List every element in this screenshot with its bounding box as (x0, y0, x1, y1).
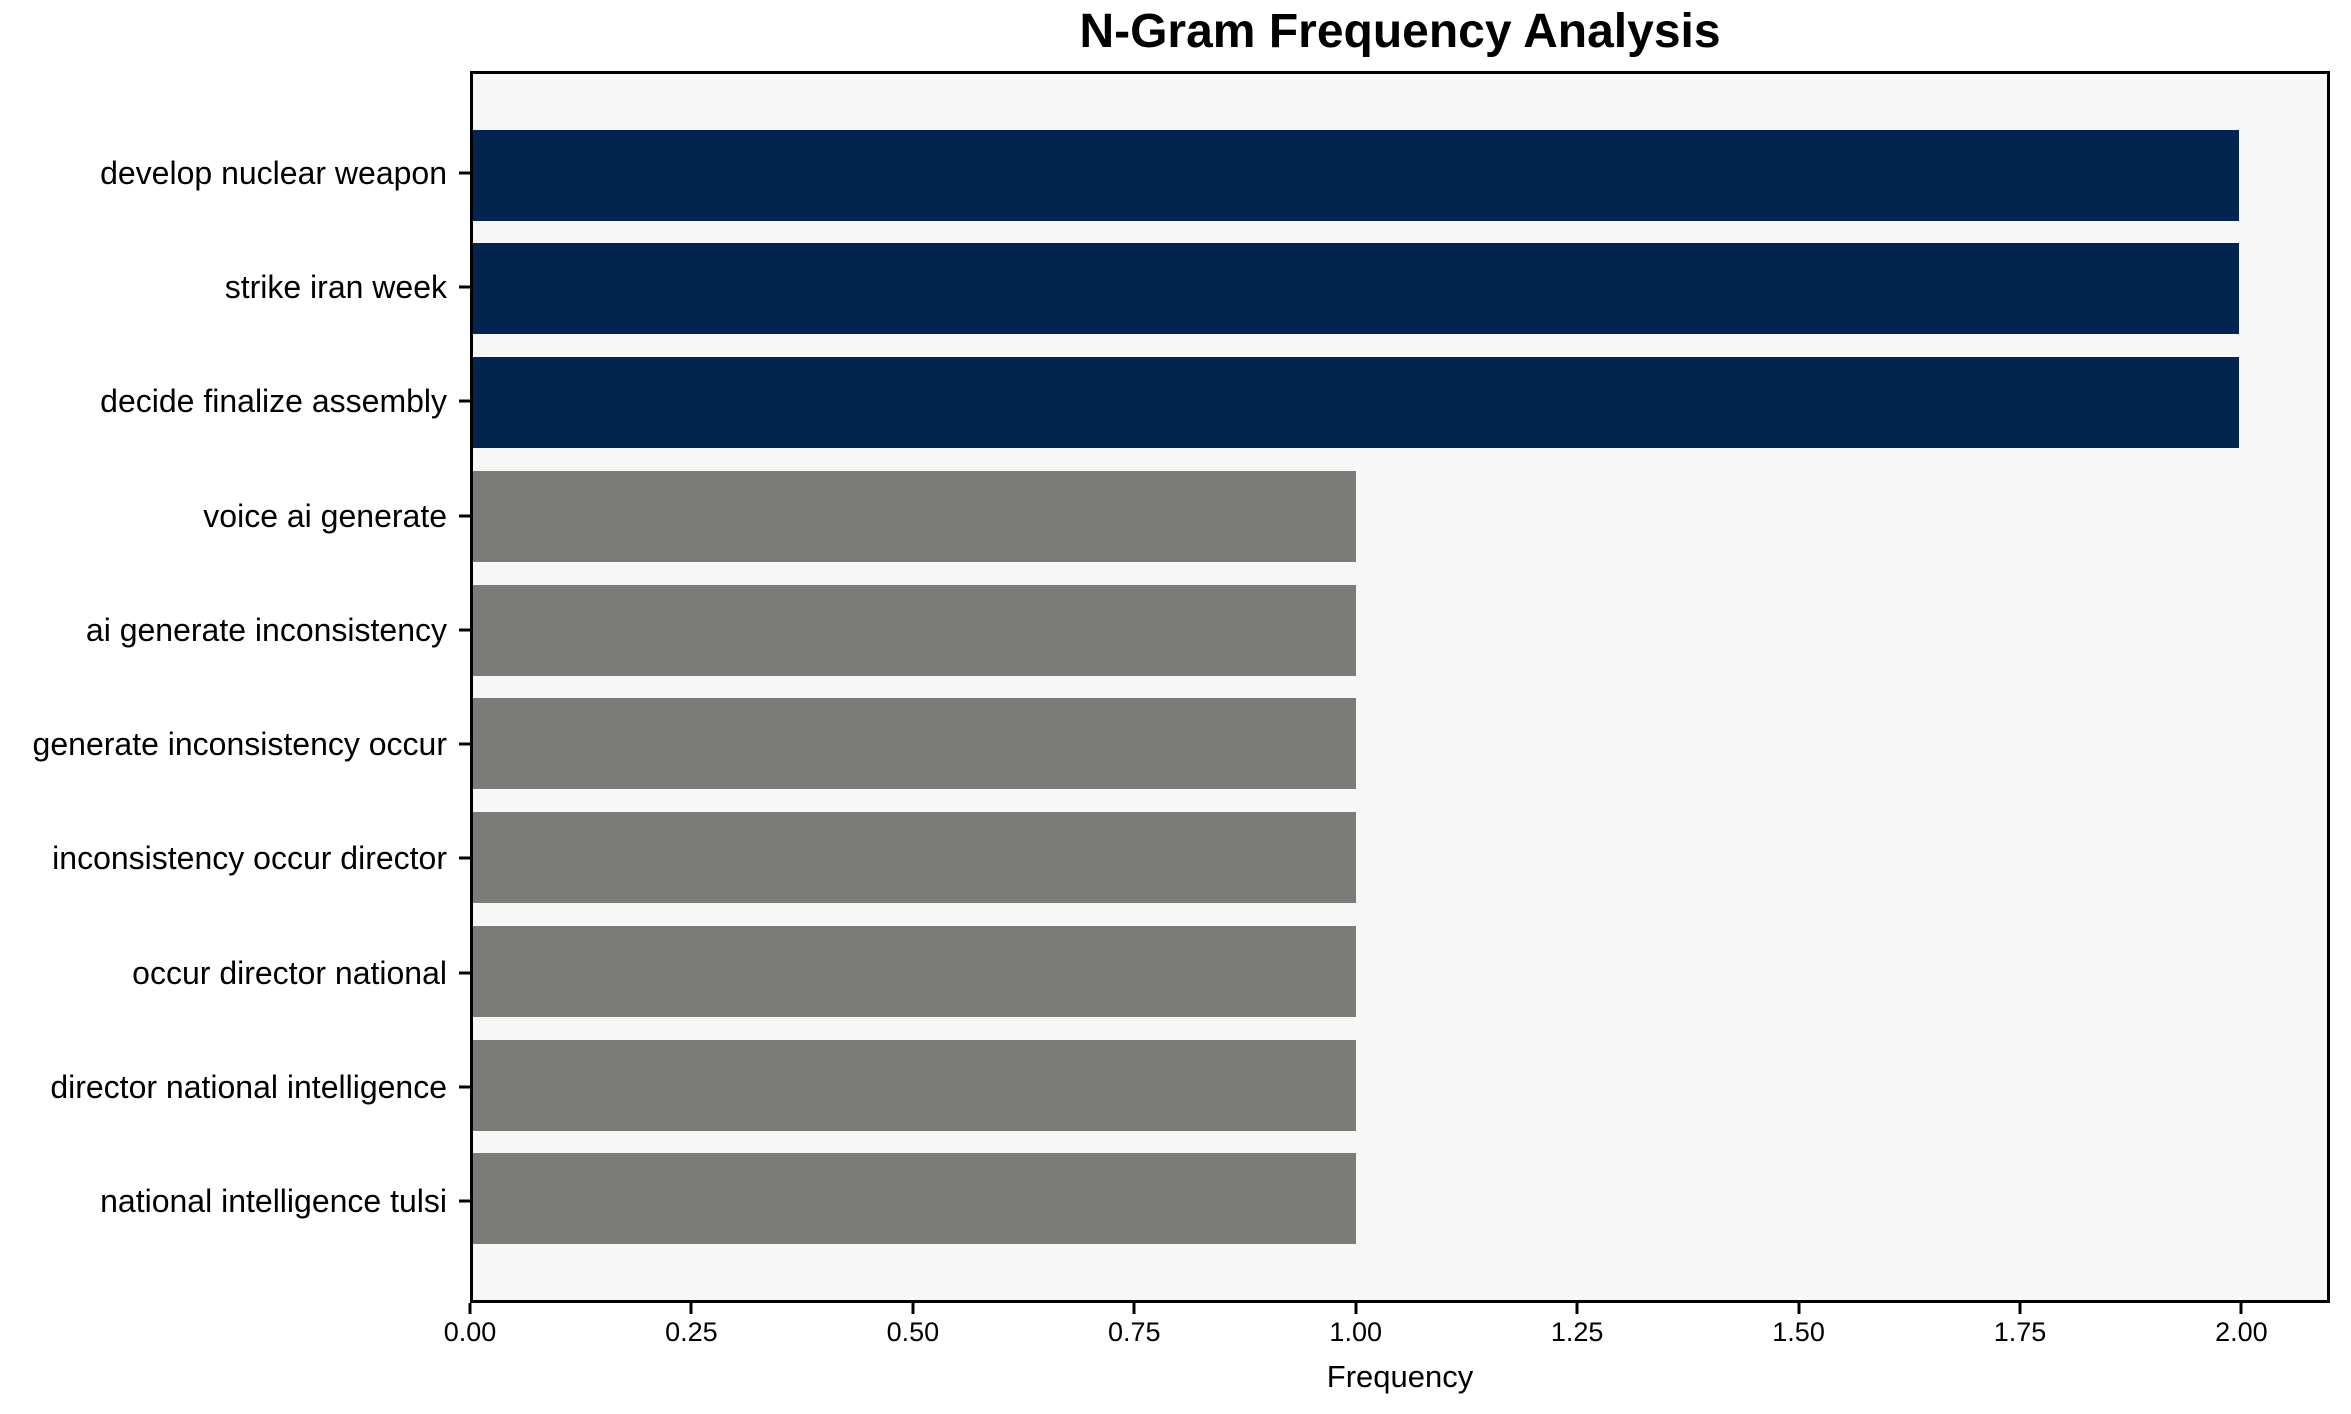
x-tick-label: 2.00 (2215, 1317, 2268, 1347)
y-tick-label: decide finalize assembly (100, 383, 447, 420)
x-tick-label: 0.25 (665, 1317, 718, 1347)
bar (473, 1153, 1356, 1245)
plot-area (470, 71, 2330, 1303)
y-tick-mark (459, 399, 470, 403)
y-tick-mark (459, 742, 470, 746)
y-tick-mark (459, 971, 470, 975)
x-tick-label: 1.25 (1550, 1317, 1604, 1347)
x-tick-mark (468, 1303, 472, 1314)
y-tick-label: ai generate inconsistency (85, 611, 447, 648)
x-tick-label: 1.00 (1329, 1317, 1382, 1347)
y-tick-label: develop nuclear weapon (100, 154, 447, 191)
y-tick-label: national intelligence tulsi (100, 1183, 447, 1220)
x-tick-label: 0.00 (443, 1317, 497, 1347)
bar (473, 470, 1356, 562)
y-tick-label: generate inconsistency occur (32, 726, 447, 763)
bar (473, 357, 2239, 449)
y-tick-label: inconsistency occur director (52, 840, 447, 877)
bar (473, 1039, 1356, 1131)
y-tick-mark (459, 628, 470, 632)
x-tick-mark (2239, 1303, 2243, 1314)
bar (473, 698, 1356, 790)
y-tick-label: strike iran week (224, 269, 447, 305)
y-tick-mark (459, 285, 470, 289)
x-tick-label: 1.75 (1993, 1317, 2047, 1347)
x-tick-mark (1132, 1303, 1136, 1314)
x-tick-mark (1354, 1303, 1358, 1314)
y-tick-label: voice ai generate (203, 497, 447, 534)
y-tick-mark (459, 1085, 470, 1089)
bar (473, 243, 2239, 335)
x-tick-mark (1797, 1303, 1801, 1314)
x-tick-mark (2018, 1303, 2022, 1314)
y-tick-mark (459, 1199, 470, 1203)
y-tick-label: occur director national (132, 954, 447, 991)
y-tick-mark (459, 171, 470, 175)
bar (473, 584, 1356, 676)
x-tick-mark (911, 1303, 915, 1314)
bar (473, 129, 2239, 221)
y-axis-tick-marks (459, 71, 470, 1303)
x-tick-label: 0.75 (1108, 1317, 1161, 1347)
x-tick-mark (1575, 1303, 1579, 1314)
y-tick-mark (459, 514, 470, 518)
bar (473, 812, 1356, 904)
y-axis-labels: develop nuclear weapon strike iran week de… (0, 71, 447, 1303)
x-axis-tick-labels: 0.00 0.25 0.50 0.75 1.00 1.25 1.50 1.75 2.00 (444, 1317, 2330, 1352)
x-tick-label: 1.50 (1772, 1317, 1825, 1347)
chart-title: N-Gram Frequency Analysis (1079, 5, 1721, 58)
x-axis-label: Frequency (1326, 1359, 1474, 1394)
y-tick-mark (459, 856, 470, 860)
bar (473, 925, 1356, 1017)
x-axis-tick-marks (468, 1303, 2330, 1315)
x-tick-mark (689, 1303, 693, 1314)
x-tick-label: 0.50 (886, 1317, 940, 1347)
y-tick-label: director national intelligence (50, 1069, 447, 1105)
